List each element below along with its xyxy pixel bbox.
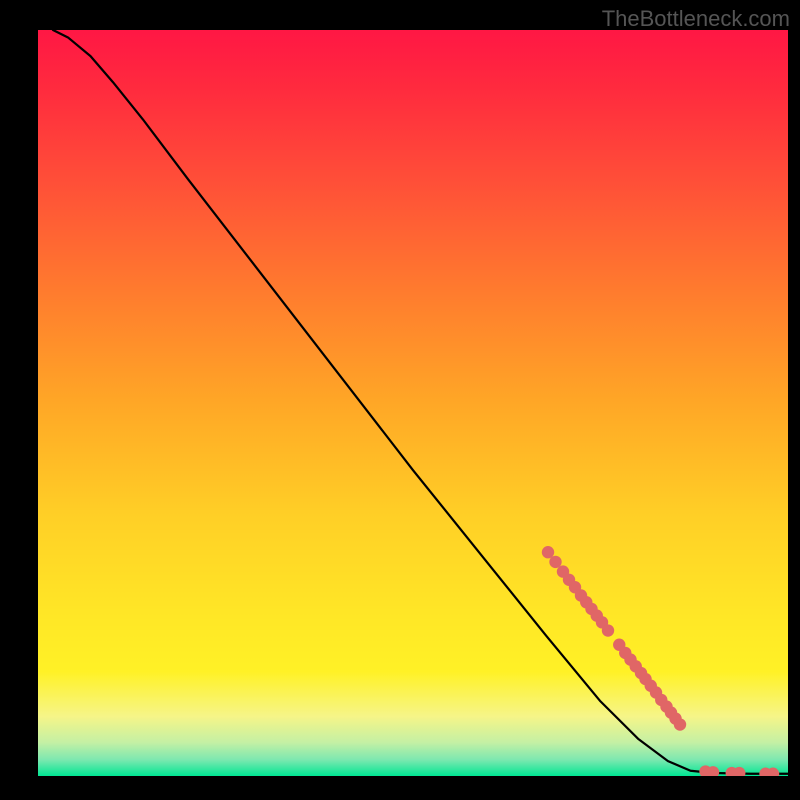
chart-background: [38, 30, 788, 776]
watermark-text: TheBottleneck.com: [602, 6, 790, 32]
chart-svg: [38, 30, 788, 776]
chart-marker: [674, 718, 686, 730]
chart-plot-area: [38, 30, 788, 776]
chart-marker: [549, 556, 561, 568]
chart-marker: [602, 624, 614, 636]
chart-marker: [542, 546, 554, 558]
